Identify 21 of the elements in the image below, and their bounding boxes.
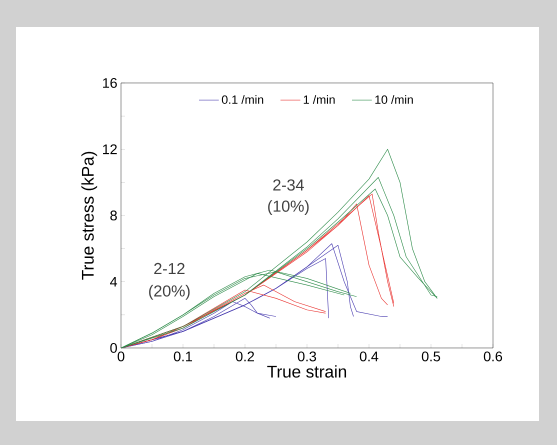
x-axis-title: True strain [267,365,346,378]
x-tick-label: 0.3 [298,351,316,362]
x-tick-label: 0.4 [360,351,378,362]
y-tick-label: 16 [103,78,117,88]
x-tick-label: 0 [118,351,124,362]
legend-label: 0.1 /min [222,95,264,104]
x-tick-label: 0.5 [422,351,440,362]
y-axis-title: True stress (kPa) [81,152,98,280]
annotation: 2-12 [154,262,185,274]
x-tick-label: 0.1 [174,351,192,362]
annotation: (10%) [268,200,309,215]
legend-label: 1 /min [304,95,335,104]
y-tick-label: 4 [110,276,118,287]
y-tick-label: 8 [110,210,117,220]
x-tick-label: 0.6 [484,351,502,362]
legend-label: 10 /min [375,95,413,104]
y-tick-label: 0 [110,343,117,353]
annotation: (20%) [149,284,190,300]
y-tick-label: 12 [103,144,117,154]
x-tick-label: 0.2 [236,351,254,362]
annotation: 2-34 [273,179,304,191]
